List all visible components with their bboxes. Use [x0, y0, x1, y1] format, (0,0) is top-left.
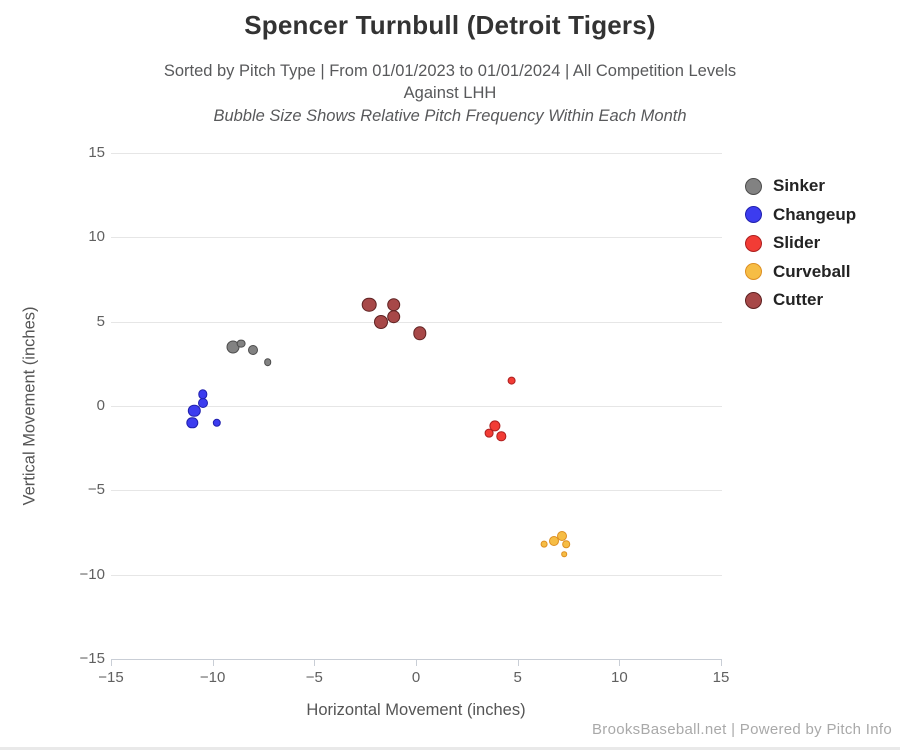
y-tick-label: 0 [96, 397, 105, 414]
y-gridline [111, 574, 722, 576]
legend-label: Changeup [773, 204, 857, 224]
bubble-changeup[interactable] [212, 418, 221, 428]
bubble-slider[interactable] [489, 420, 501, 432]
bubble-curveball[interactable] [540, 540, 548, 548]
y-gridline [111, 153, 722, 154]
legend-marker-slider-icon [745, 234, 762, 252]
x-tick-mark [619, 659, 621, 666]
bubble-slider[interactable] [507, 376, 516, 386]
x-tick-mark [721, 659, 722, 666]
y-tick-label: −10 [79, 565, 105, 583]
legend-label: Curveball [773, 261, 851, 281]
x-tick-mark [416, 659, 417, 666]
legend-label: Slider [773, 233, 821, 253]
y-axis-title: Vertical Movement (inches) [20, 306, 39, 506]
chart-subtitle-bubble-note: Bubble Size Shows Relative Pitch Frequen… [213, 107, 687, 125]
bubble-changeup[interactable] [188, 404, 201, 418]
x-tick-label: 5 [513, 669, 522, 686]
bubble-curveball[interactable] [561, 551, 568, 558]
x-axis-title: Horizontal Movement (inches) [306, 701, 526, 719]
x-tick-mark [111, 659, 112, 666]
x-tick-label: −15 [98, 669, 124, 686]
chart-subtitle-batter-side: Against LHH [403, 84, 497, 102]
bubble-changeup[interactable] [197, 389, 208, 399]
x-tick-label: −10 [199, 669, 226, 686]
x-tick-label: 15 [712, 669, 730, 686]
legend-label: Sinker [773, 176, 825, 196]
y-tick-label: −5 [87, 481, 105, 499]
bubble-changeup[interactable] [186, 417, 199, 429]
bubble-sinker[interactable] [236, 339, 246, 348]
y-gridline [111, 490, 722, 492]
x-tick-label: 10 [610, 669, 628, 686]
chart-title: Spencer Turnbull (Detroit Tigers) [244, 10, 656, 40]
x-tick-mark [314, 659, 316, 666]
x-tick-mark [517, 659, 519, 666]
legend-item-cutter[interactable]: Cutter [745, 286, 856, 315]
legend-item-changeup[interactable]: Changeup [745, 201, 856, 230]
x-tick-mark [212, 659, 214, 666]
credit-text: BrooksBaseball.net | Powered by Pitch In… [592, 721, 892, 738]
legend-label: Cutter [773, 290, 824, 310]
chart-subtitle-filters: Sorted by Pitch Type | From 01/01/2023 t… [163, 62, 737, 80]
bubble-sinker[interactable] [263, 358, 272, 366]
bubble-curveball[interactable] [549, 535, 560, 546]
bubble-curveball[interactable] [562, 540, 571, 549]
bubble-sinker[interactable] [248, 345, 259, 356]
legend-marker-cutter-icon [745, 291, 762, 309]
x-tick-label: 0 [411, 669, 421, 686]
legend-marker-changeup-icon [745, 206, 762, 224]
legend-item-sinker[interactable]: Sinker [745, 172, 856, 201]
legend-item-slider[interactable]: Slider [745, 229, 856, 258]
legend-marker-curveball-icon [745, 263, 762, 281]
bubble-changeup[interactable] [197, 397, 208, 408]
y-tick-label: 5 [96, 312, 105, 330]
bubble-curveball[interactable] [557, 530, 568, 541]
x-tick-label: −5 [305, 669, 323, 686]
legend: Sinker Changeup Slider Curveball Cutter [745, 172, 856, 315]
y-tick-label: 15 [88, 144, 105, 161]
bubble-cutter[interactable] [386, 309, 401, 324]
y-gridline [111, 237, 722, 239]
y-gridline [111, 406, 722, 407]
y-tick-label: −15 [79, 650, 105, 667]
bubble-slider[interactable] [496, 431, 507, 442]
legend-item-curveball[interactable]: Curveball [745, 258, 856, 287]
bubble-slider[interactable] [484, 428, 494, 438]
bubble-cutter[interactable] [413, 326, 427, 341]
bubble-cutter[interactable] [361, 297, 377, 313]
y-gridline [111, 321, 722, 323]
legend-marker-sinker-icon [745, 177, 762, 195]
y-tick-label: 10 [88, 228, 105, 246]
